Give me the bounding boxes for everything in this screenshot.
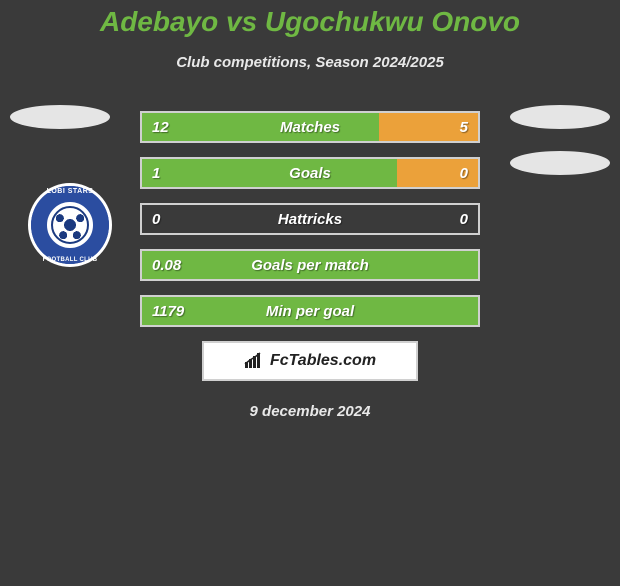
stat-label: Matches: [222, 119, 398, 136]
stat-row: 1179Min per goal: [140, 295, 480, 327]
stat-value-left: 12: [142, 119, 222, 136]
stat-row: 1Goals0: [140, 157, 480, 189]
lobi-stars-badge-icon: LOBI STARS FOOTBALL CLUB: [28, 183, 112, 267]
player1-club-badge: LOBI STARS FOOTBALL CLUB: [20, 183, 120, 267]
ellipse-placeholder-icon: [10, 105, 110, 129]
stat-label: Min per goal: [222, 303, 398, 320]
stat-row: 12Matches5: [140, 111, 480, 143]
stat-rows: 12Matches51Goals00Hattricks00.08Goals pe…: [140, 111, 480, 327]
stat-label: Goals per match: [222, 257, 398, 274]
soccer-ball-icon: [51, 206, 89, 244]
stat-value-left: 1179: [142, 303, 222, 320]
stat-value-right: 0: [398, 165, 478, 182]
page-title: Adebayo vs Ugochukwu Onovo: [0, 6, 620, 38]
stats-area: LOBI STARS FOOTBALL CLUB 12Matches51Goal…: [0, 111, 620, 420]
ellipse-placeholder-icon: [510, 151, 610, 175]
stat-row: 0Hattricks0: [140, 203, 480, 235]
stat-value-left: 1: [142, 165, 222, 182]
brand-box[interactable]: FcTables.com: [202, 341, 418, 381]
player1-badge-top: [10, 105, 110, 129]
stat-label: Goals: [222, 165, 398, 182]
player2-badge-second: [510, 151, 610, 175]
stat-row: 0.08Goals per match: [140, 249, 480, 281]
club-badge-bottom-text: FOOTBALL CLUB: [31, 257, 109, 263]
bar-chart-icon: [244, 352, 266, 370]
brand-label: FcTables.com: [270, 352, 376, 370]
ellipse-placeholder-icon: [510, 105, 610, 129]
stat-value-left: 0: [142, 211, 222, 228]
stat-label: Hattricks: [222, 211, 398, 228]
stat-value-right: 0: [398, 211, 478, 228]
date-line: 9 december 2024: [0, 403, 620, 420]
club-badge-top-text: LOBI STARS: [31, 188, 109, 195]
subtitle: Club competitions, Season 2024/2025: [0, 54, 620, 71]
comparison-widget: Adebayo vs Ugochukwu Onovo Club competit…: [0, 6, 620, 420]
player2-badge-top: [510, 105, 610, 129]
stat-value-right: 5: [398, 119, 478, 136]
stat-value-left: 0.08: [142, 257, 222, 274]
